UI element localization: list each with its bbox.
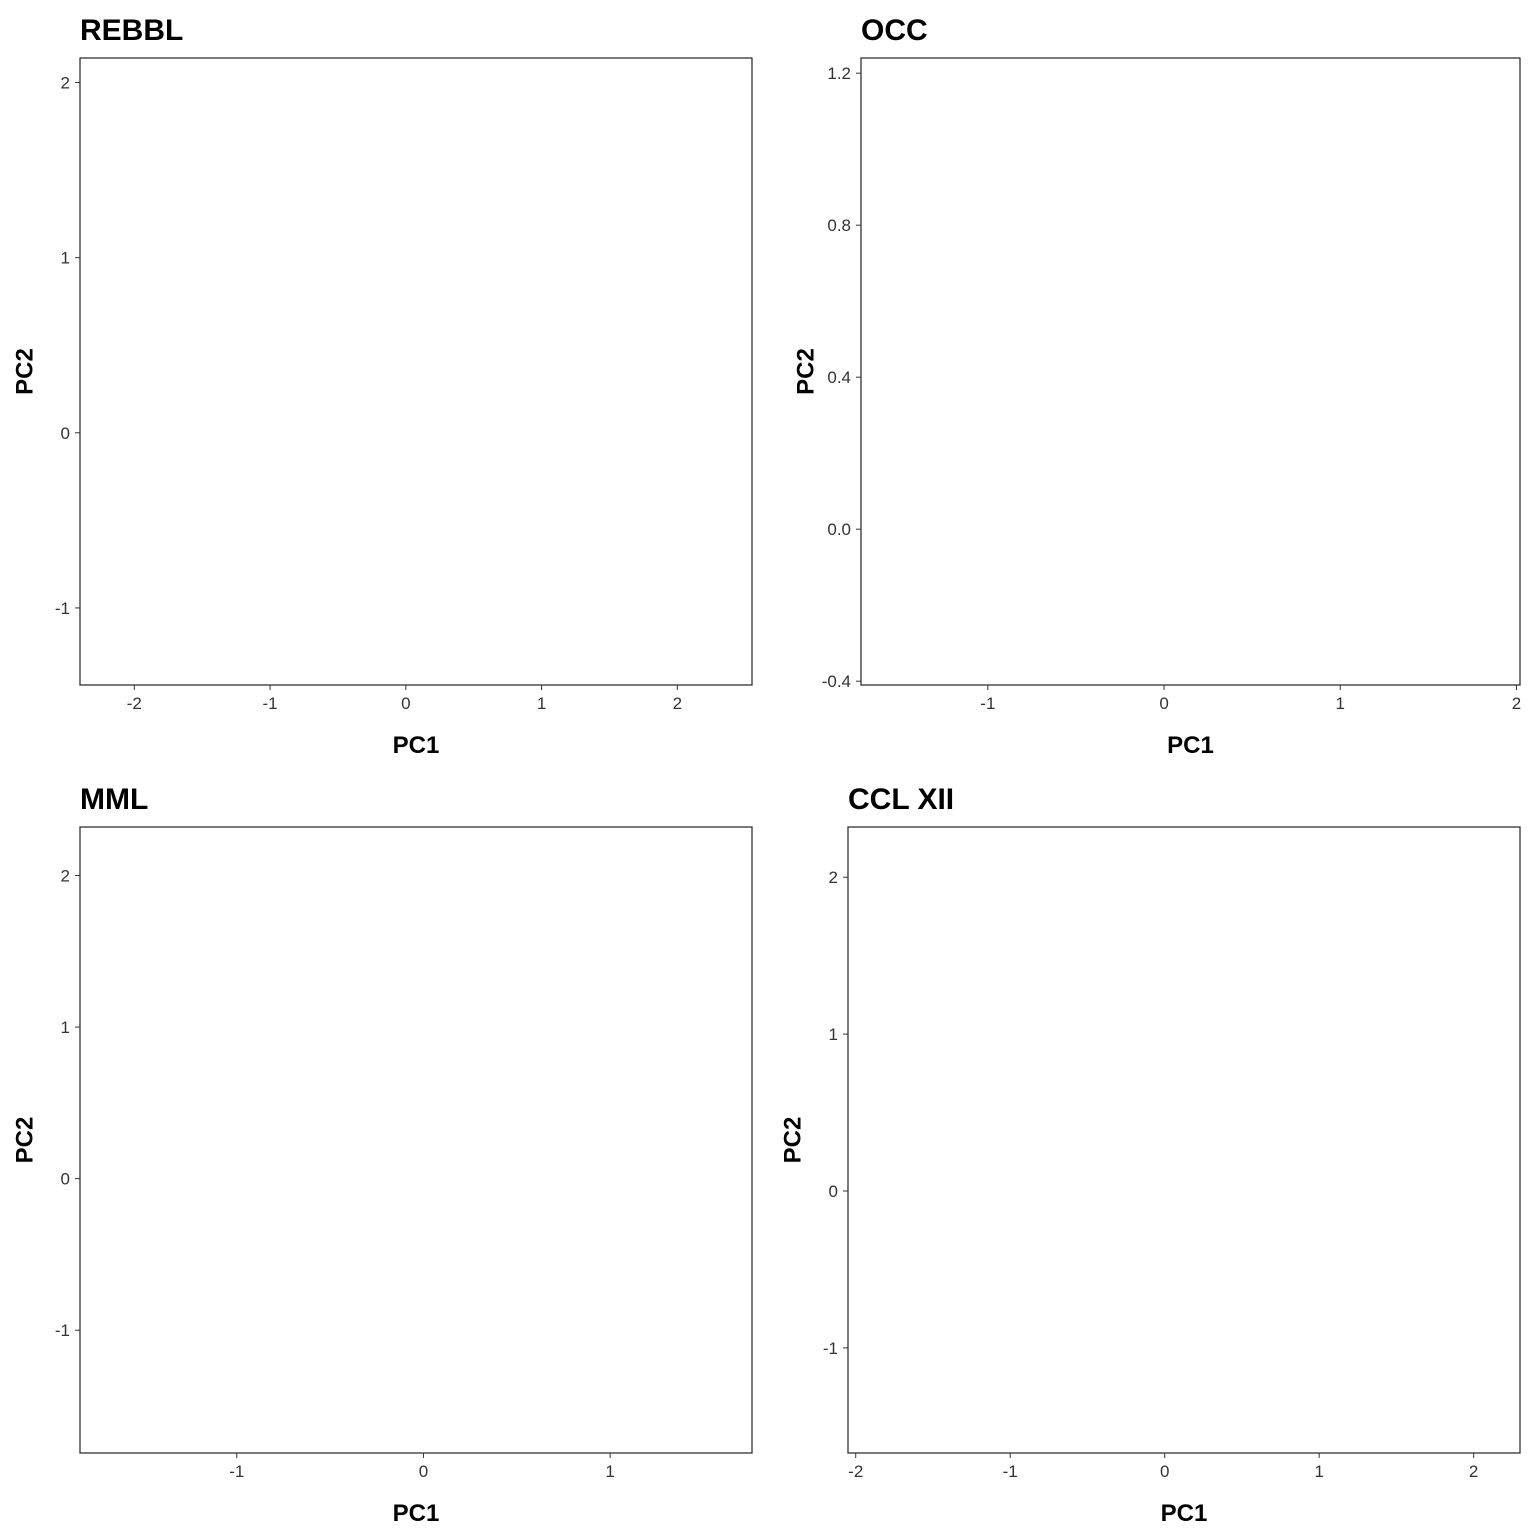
y-tick-label: -1 (55, 1321, 70, 1340)
y-axis-title: PC2 (11, 1117, 38, 1164)
x-tick-label: -1 (1003, 1462, 1018, 1481)
plot-border (79, 826, 753, 1454)
x-tick-label: 0 (401, 694, 410, 713)
x-axis-title: PC1 (393, 1500, 440, 1527)
plot-border (847, 826, 1521, 1454)
y-axis-title: PC2 (792, 348, 819, 395)
y-tick-label: 1.2 (827, 64, 851, 83)
plot-border (860, 57, 1521, 686)
x-axis-title: PC1 (1161, 1500, 1208, 1527)
y-tick-label: 0 (829, 1182, 838, 1201)
y-tick-label: -0.4 (822, 672, 851, 691)
x-tick-label: 2 (673, 694, 682, 713)
x-tick-label: -1 (229, 1462, 244, 1481)
x-tick-label: 1 (1336, 694, 1345, 713)
x-tick-label: 2 (1512, 694, 1521, 713)
y-tick-label: 0 (61, 1170, 70, 1189)
panel-title: OCC (861, 14, 928, 47)
x-tick-label: -1 (980, 694, 995, 713)
y-axis-title: PC2 (11, 348, 38, 395)
chart-panel-ccl-xii: Wood ElfPro ElfHigh ElfKislevSkavenDark … (779, 783, 1521, 1527)
x-tick-label: 1 (1314, 1462, 1323, 1481)
panel-title: MML (80, 783, 148, 816)
y-axis-title: PC2 (779, 1117, 806, 1164)
y-tick-label: 1 (61, 1018, 70, 1037)
chart-panel-mml: Pro ElfHigh ElfWood ElfSkavenDark ElfVam… (11, 783, 753, 1527)
y-tick-label: 0 (61, 424, 70, 443)
plot-border (79, 57, 753, 686)
panel-title: CCL XII (848, 783, 954, 816)
y-tick-label: 2 (61, 867, 70, 886)
x-axis-title: PC1 (1167, 732, 1214, 759)
x-tick-label: 0 (419, 1462, 428, 1481)
y-tick-label: 2 (61, 74, 70, 93)
y-tick-label: 2 (829, 868, 838, 887)
y-tick-label: 1 (829, 1025, 838, 1044)
y-tick-label: 0.4 (827, 368, 851, 387)
x-tick-label: 2 (1469, 1462, 1478, 1481)
x-tick-label: 1 (537, 694, 546, 713)
x-tick-label: 0 (1160, 1462, 1169, 1481)
chart-panel-occ: VampireSkavenWood ElfHigh ElfPro ElfNors… (792, 14, 1521, 759)
x-tick-label: -2 (127, 694, 142, 713)
x-tick-label: -1 (262, 694, 277, 713)
y-tick-label: 0.0 (827, 520, 851, 539)
x-tick-label: 1 (605, 1462, 614, 1481)
y-tick-label: -1 (823, 1339, 838, 1358)
chart-panel-rebbl: Pro ElfWood ElfHigh ElfSkavenDark ElfVam… (11, 14, 753, 759)
y-tick-label: 1 (61, 249, 70, 268)
x-tick-label: 0 (1159, 694, 1168, 713)
x-axis-title: PC1 (393, 732, 440, 759)
panel-title: REBBL (80, 14, 183, 47)
x-tick-label: -2 (848, 1462, 863, 1481)
y-tick-label: -1 (55, 599, 70, 618)
y-tick-label: 0.8 (827, 216, 851, 235)
